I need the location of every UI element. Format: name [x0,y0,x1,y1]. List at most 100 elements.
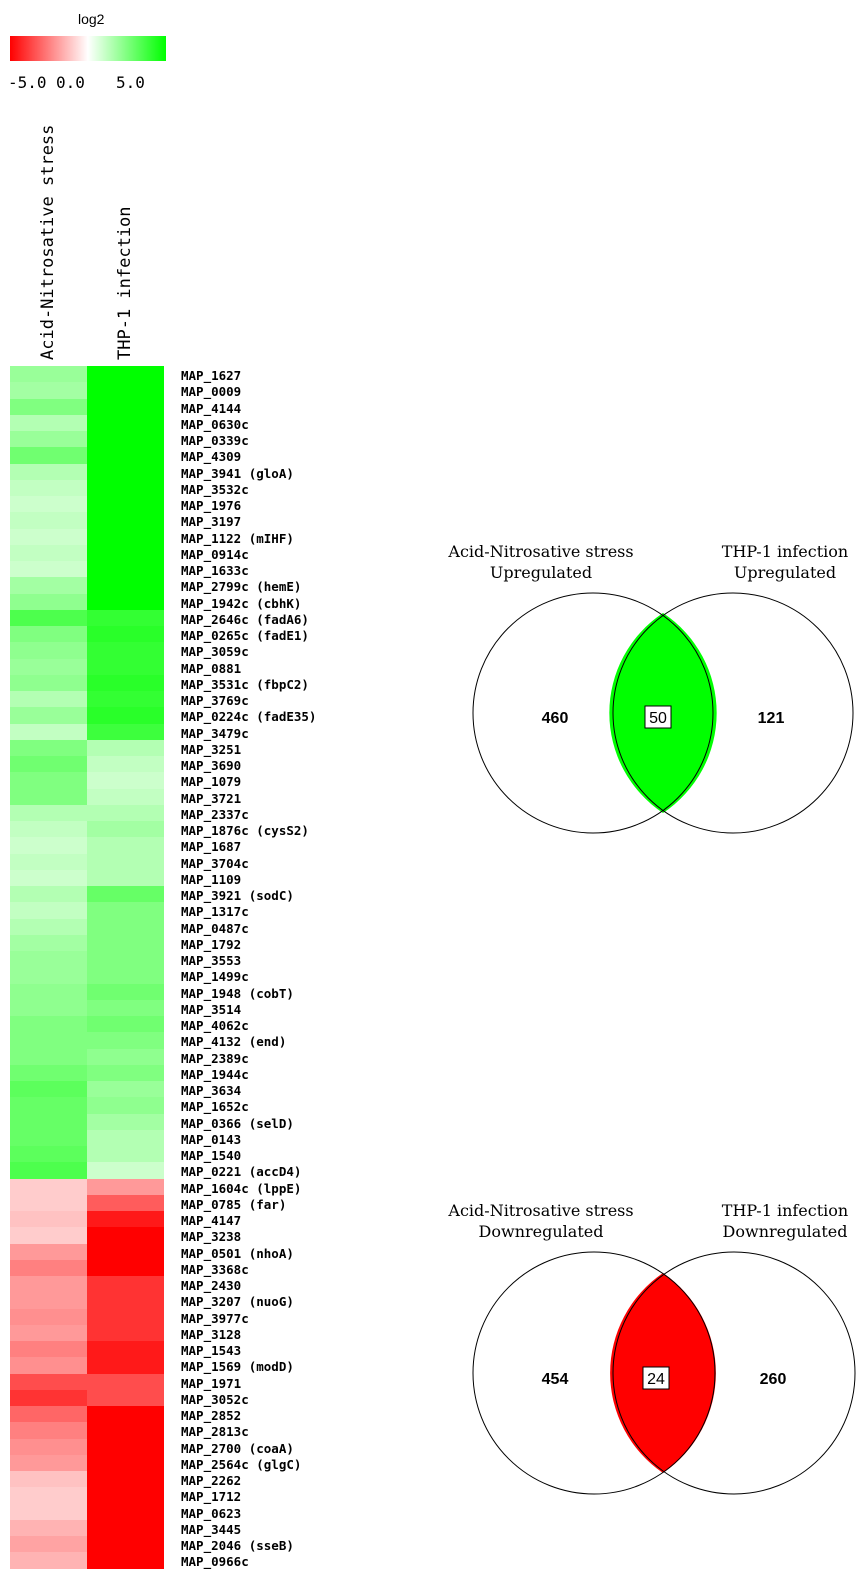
gene-label: MAP_3207 (nuoG) [181,1294,294,1310]
heatmap-cell [86,398,164,416]
gene-label: MAP_3197 [181,514,242,530]
gene-label: MAP_3128 [181,1326,242,1342]
gene-label: MAP_0224c (fadE35) [181,709,317,725]
venn-down-left-circle [472,1251,716,1495]
gene-label: MAP_4309 [181,449,242,465]
venn-up-overlap-count: 50 [649,710,667,727]
heatmap-cell [10,577,87,594]
venn-up-left-count: 460 [542,710,569,727]
heatmap-cell [10,853,87,871]
heatmap-cell [10,544,87,562]
heatmap-cell [86,1552,164,1569]
legend-title: log2 [78,11,105,27]
heatmap-cell [86,821,164,838]
heatmap-cell [86,886,164,903]
heatmap-cell [86,707,164,724]
heatmap-cell [10,1487,87,1504]
heatmap-cell [10,1227,87,1244]
heatmap-cell [10,1162,87,1179]
gene-label: MAP_0339c [181,433,249,448]
gene-label: MAP_3634 [181,1083,242,1098]
gene-label: MAP_2389c [181,1050,249,1066]
heatmap-cell [86,1016,164,1033]
heatmap-cell [10,1178,87,1196]
heatmap-cell [86,1422,164,1439]
legend-max-label: 5.0 [116,73,145,92]
heatmap-cell [10,1048,87,1066]
venn-down-left-count: 454 [542,1371,569,1388]
gene-label: MAP_2646c (fadA6) [181,611,309,627]
gene-label: MAP_1317c [181,904,249,920]
heatmap-cell [10,1503,87,1521]
heatmap-cell [10,1081,87,1098]
gene-label: MAP_0009 [181,384,242,400]
heatmap-cell [86,967,164,984]
heatmap-cell [86,1048,164,1066]
gene-label: MAP_3941 (gloA) [181,465,294,481]
venn-up-right-sub: Upregulated [733,563,837,582]
heatmap-cell [10,1276,87,1293]
venn-down-left-name: Acid-Nitrosative stress [448,1201,634,1220]
heatmap-cell [86,1032,164,1049]
heatmap-cell [10,918,87,936]
venn-up-diagram: 460 50 121 [472,592,854,834]
heatmap-cell [10,691,87,708]
gene-label: MAP_2337c [181,806,249,822]
venn-up-left-circle [472,592,714,834]
gene-label: MAP_1942c (cbhK) [181,595,302,611]
heatmap-cell [86,1162,164,1179]
heatmap-cell [86,869,164,887]
heatmap-cell [86,642,164,659]
gene-label: MAP_4132 (end) [181,1034,287,1050]
heatmap-cell [10,528,87,546]
heatmap-cell [10,479,87,497]
heatmap-cell [86,1373,164,1391]
heatmap-cell [86,447,164,464]
heatmap-cell [86,918,164,936]
heatmap-cell [86,479,164,497]
gene-label: MAP_1976 [181,498,242,513]
column-header-acid: Acid-Nitrosative stress [38,124,58,360]
venn-down-overlap-box [642,1366,670,1390]
heatmap-cell [86,1243,164,1261]
heatmap-cell [10,1438,87,1456]
heatmap-cell [10,674,87,692]
gene-label: MAP_3977c [181,1310,249,1326]
heatmap-cell [86,788,164,806]
gene-label: MAP_0501 (nhoA) [181,1245,294,1261]
heatmap-cell [10,431,87,448]
heatmap-cell [10,463,87,481]
heatmap-cell [10,1373,87,1391]
heatmap-cell [86,431,164,448]
heatmap-cell [10,999,87,1017]
heatmap-cell [86,1519,164,1537]
gene-label: MAP_1079 [181,774,242,790]
gene-label: MAP_0487c [181,920,249,936]
heatmap-cell [86,1471,164,1488]
gene-label: MAP_2564c (glgC) [181,1456,302,1472]
heatmap-cell [10,382,87,399]
heatmap-cell [10,366,87,383]
venn-up-right-count: 121 [758,710,785,727]
heatmap-cell [86,577,164,594]
gene-label: MAP_0366 (selD) [181,1115,294,1131]
gene-label: MAP_2262 [181,1473,242,1488]
heatmap-cell [10,1129,87,1147]
legend-min-label: -5.0 [8,73,47,92]
heatmap-cell [86,1113,164,1131]
heatmap-cell [10,886,87,903]
gene-label: MAP_1543 [181,1343,242,1358]
gene-label: MAP_0221 (accD4) [181,1164,302,1180]
gene-label: MAP_3479c [181,725,249,741]
gene-label: MAP_1971 [181,1375,242,1391]
heatmap-cell [10,1519,87,1537]
gene-label: MAP_0966c [181,1554,249,1570]
heatmap-cell [10,723,87,741]
heatmap-cell [10,496,87,513]
venn-up-left-title: Acid-Nitrosative stress Upregulated [430,541,652,583]
heatmap-cell [86,1454,164,1472]
gene-label: MAP_3238 [181,1229,242,1245]
gene-label: MAP_2046 (sseB) [181,1538,294,1553]
heatmap-cell [10,1454,87,1472]
heatmap-cell [10,398,87,416]
